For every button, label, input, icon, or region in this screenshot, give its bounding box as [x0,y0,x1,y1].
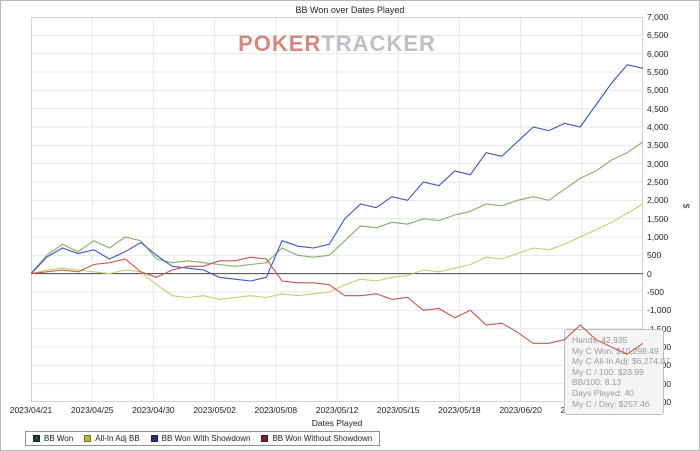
y-axis-tick-label: 5,000 [647,85,669,96]
y-axis-tick-label: 0 [647,268,652,279]
series-line-bb-won-without-showdown [31,256,643,355]
y-axis-tick-label: 3,000 [647,158,669,169]
y-axis-tick-label: 5,500 [647,67,669,77]
series-line-bb-won [31,141,643,275]
x-axis-tick-label: 2023/04/25 [70,405,114,415]
gridlines-layer [31,17,643,402]
x-axis-labels: 2023/04/21 2023/04/25 2023/04/30 2023/05/02… [10,405,665,415]
y-axis-tick-label: -1,000 [647,305,672,316]
x-axis-tick-label: 2023/05/18 [438,405,481,415]
x-axis-tick-label: 2023/04/30 [132,405,175,415]
chart-title: BB Won over Dates Played [295,5,405,15]
stats-tooltip: Hands: 42,935 My C Won: $10,298.49 My C Al… [564,329,670,416]
legend-item-bb-won-with-showdown[interactable]: BB Won With Showdown [150,434,251,443]
x-axis-tick-label: 2023/05/02 [193,405,236,415]
stat-hands: Hands: 42,935 [572,335,628,345]
legend-label: All-In Adj BB [95,434,140,443]
plot-area: POKERTRACKER Hands: 42,935 My C Won: $10,… [31,17,670,416]
stat-bb-100: BB/100: 8.13 [572,377,622,388]
stat-my-c-100: My C / 100: $23.99 [572,366,644,377]
legend-item-bb-won[interactable]: BB Won [33,434,73,443]
series-line-all-in-adj-bb [31,203,643,300]
stat-days-played: Days Played: 40 [572,387,634,398]
legend-swatch-icon [33,435,40,442]
y-axis-title: $ [681,203,692,209]
y-axis-tick-label: 4,500 [647,103,669,114]
chart-legend: BB Won All-In Adj BB BB Won With Showdown B… [25,431,381,446]
y-axis-tick-label: 3,500 [647,140,669,151]
legend-swatch-icon [150,435,158,442]
y-axis-tick-label: 7,000 [647,12,669,22]
y-axis-tick-label: 6,500 [647,30,669,41]
y-axis-tick-label: 1,500 [647,213,669,224]
stat-my-c-won: My C Won: $10,298.49 [572,345,659,356]
y-axis-tick-label: 2,500 [647,177,669,187]
stat-my-c-all-in-adj: My C All-In Adj: $6,274.07 [572,356,670,367]
y-axis-tick-label: 6,000 [647,48,669,59]
y-axis-tick-label: 500 [647,250,662,261]
legend-label: BB Won [44,434,74,443]
pokertracker-watermark: POKERTRACKER [31,31,643,57]
stat-my-c-day: My C / Day: $257.46 [572,398,650,409]
x-axis-tick-label: 2023/04/21 [9,405,53,415]
x-axis-tick-label: 2023/06/20 [499,405,542,415]
y-axis-tick-label: 2,000 [647,195,669,206]
legend-item-all-in-adj-bb[interactable]: All-In Adj BB [84,434,140,443]
y-axis-tick-label: -1,500 [647,324,671,334]
series-line-bb-won-with-showdown [31,64,643,282]
watermark-poker-text: POKER [238,31,322,56]
x-axis-tick-label: 2023/05/12 [315,405,359,415]
y-axis-tick-label: -500 [647,287,665,297]
x-axis-tick-label: 2023/05/08 [254,405,298,415]
legend-label: BB Won With Showdown [161,434,251,443]
y-axis-tick-label: 4,000 [647,122,669,132]
legend-swatch-icon [84,435,92,442]
x-axis-tick-label: 2023/05/15 [376,405,420,415]
y-axis-tick-label: 1,000 [647,232,669,242]
legend-swatch-icon [261,435,269,442]
x-axis-title: Dates Played [311,418,363,428]
series-layer [31,64,643,355]
legend-label: BB Won Without Showdown [272,434,373,443]
watermark-tracker-text: TRACKER [321,31,436,56]
legend-item-bb-won-without-showdown[interactable]: BB Won Without Showdown [261,434,372,443]
